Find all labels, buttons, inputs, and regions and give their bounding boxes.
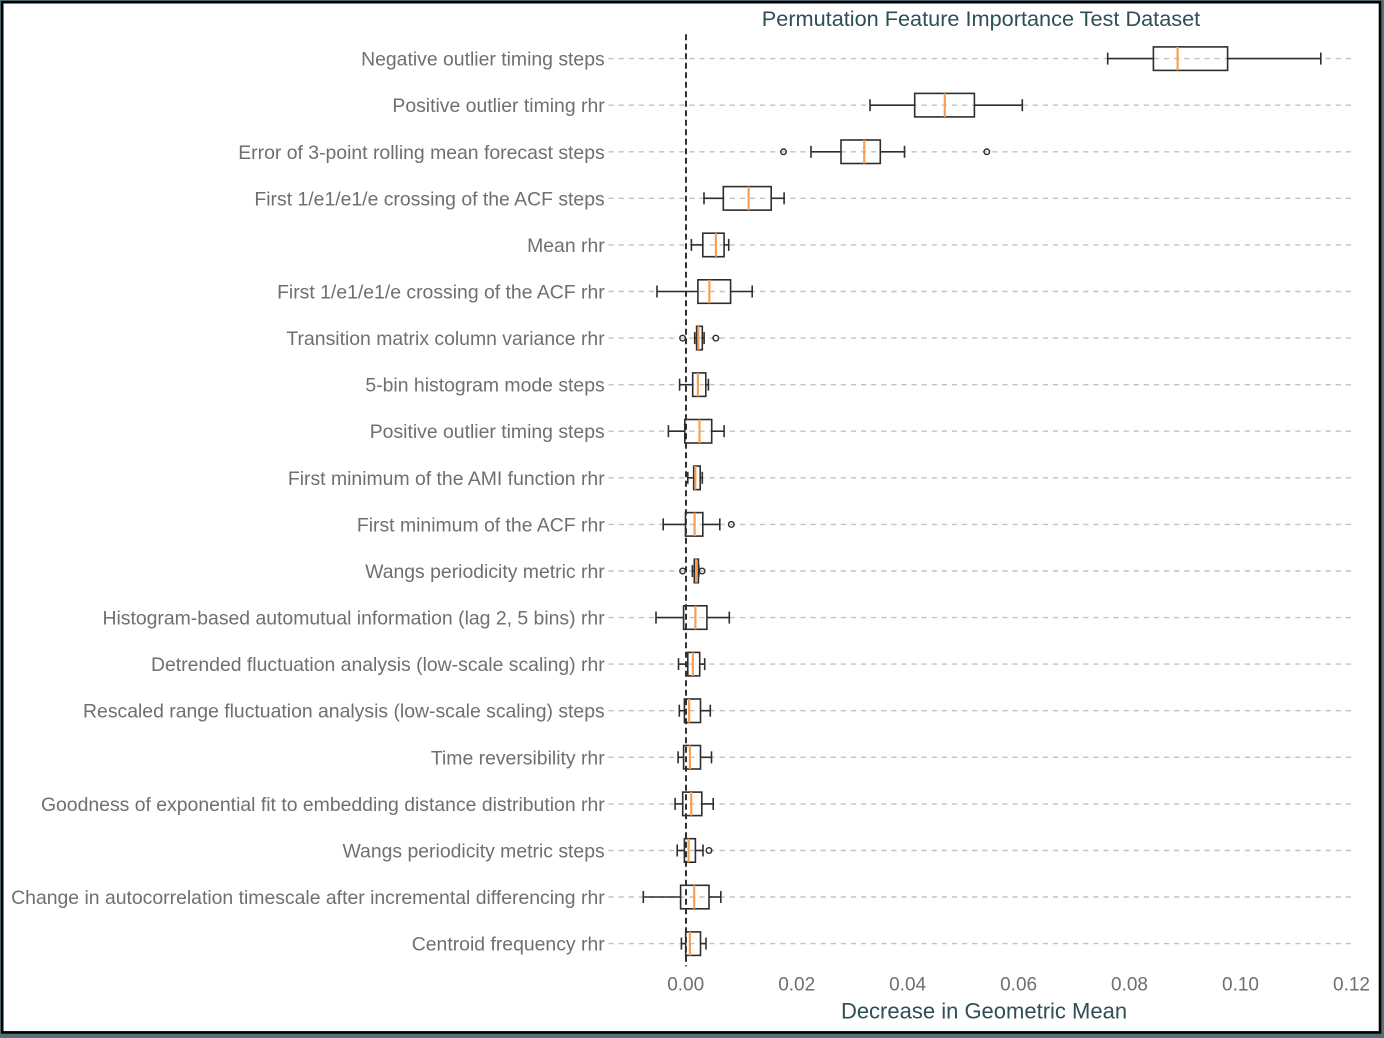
svg-text:First 1/e1/e1/e crossing of th: First 1/e1/e1/e crossing of the ACF rhr: [277, 282, 605, 304]
svg-text:Mean rhr: Mean rhr: [527, 235, 605, 257]
svg-text:Goodness of exponential fit to: Goodness of exponential fit to embedding…: [41, 794, 605, 816]
svg-text:Decrease in Geometric Mean: Decrease in Geometric Mean: [841, 998, 1127, 1023]
svg-text:5-bin histogram mode steps: 5-bin histogram mode steps: [365, 375, 604, 397]
svg-text:Centroid frequency rhr: Centroid frequency rhr: [412, 934, 605, 956]
svg-text:0.00: 0.00: [667, 975, 704, 996]
svg-text:0.04: 0.04: [889, 975, 926, 996]
svg-text:Wangs periodicity metric steps: Wangs periodicity metric steps: [342, 841, 604, 863]
svg-text:0.10: 0.10: [1222, 975, 1259, 996]
svg-text:First minimum of the AMI funct: First minimum of the AMI function rhr: [288, 468, 605, 490]
svg-text:0.02: 0.02: [778, 975, 815, 996]
svg-text:Time reversibility rhr: Time reversibility rhr: [431, 747, 605, 769]
svg-text:Positive outlier timing steps: Positive outlier timing steps: [370, 421, 605, 443]
svg-text:Permutation Feature Importance: Permutation Feature Importance Test Data…: [762, 6, 1200, 31]
svg-text:0.08: 0.08: [1111, 975, 1148, 996]
svg-text:0.12: 0.12: [1333, 975, 1370, 996]
svg-text:Change in autocorrelation time: Change in autocorrelation timescale afte…: [11, 887, 605, 909]
svg-text:Error of 3-point rolling mean: Error of 3-point rolling mean forecast s…: [238, 142, 604, 164]
svg-text:First 1/e1/e1/e crossing of th: First 1/e1/e1/e crossing of the ACF step…: [254, 188, 604, 210]
svg-text:Detrended fluctuation analysis: Detrended fluctuation analysis (low-scal…: [151, 654, 605, 676]
svg-text:First minimum of the ACF rhr: First minimum of the ACF rhr: [357, 514, 605, 536]
svg-text:0.06: 0.06: [1000, 975, 1037, 996]
svg-text:Wangs periodicity metric rhr: Wangs periodicity metric rhr: [365, 561, 605, 583]
svg-text:Rescaled range fluctuation ana: Rescaled range fluctuation analysis (low…: [83, 701, 605, 723]
svg-text:Negative outlier timing steps: Negative outlier timing steps: [361, 49, 605, 71]
svg-text:Transition matrix column varia: Transition matrix column variance rhr: [286, 328, 605, 350]
svg-text:Histogram-based automutual inf: Histogram-based automutual information (…: [102, 608, 605, 630]
svg-text:Positive outlier timing rhr: Positive outlier timing rhr: [392, 95, 605, 117]
